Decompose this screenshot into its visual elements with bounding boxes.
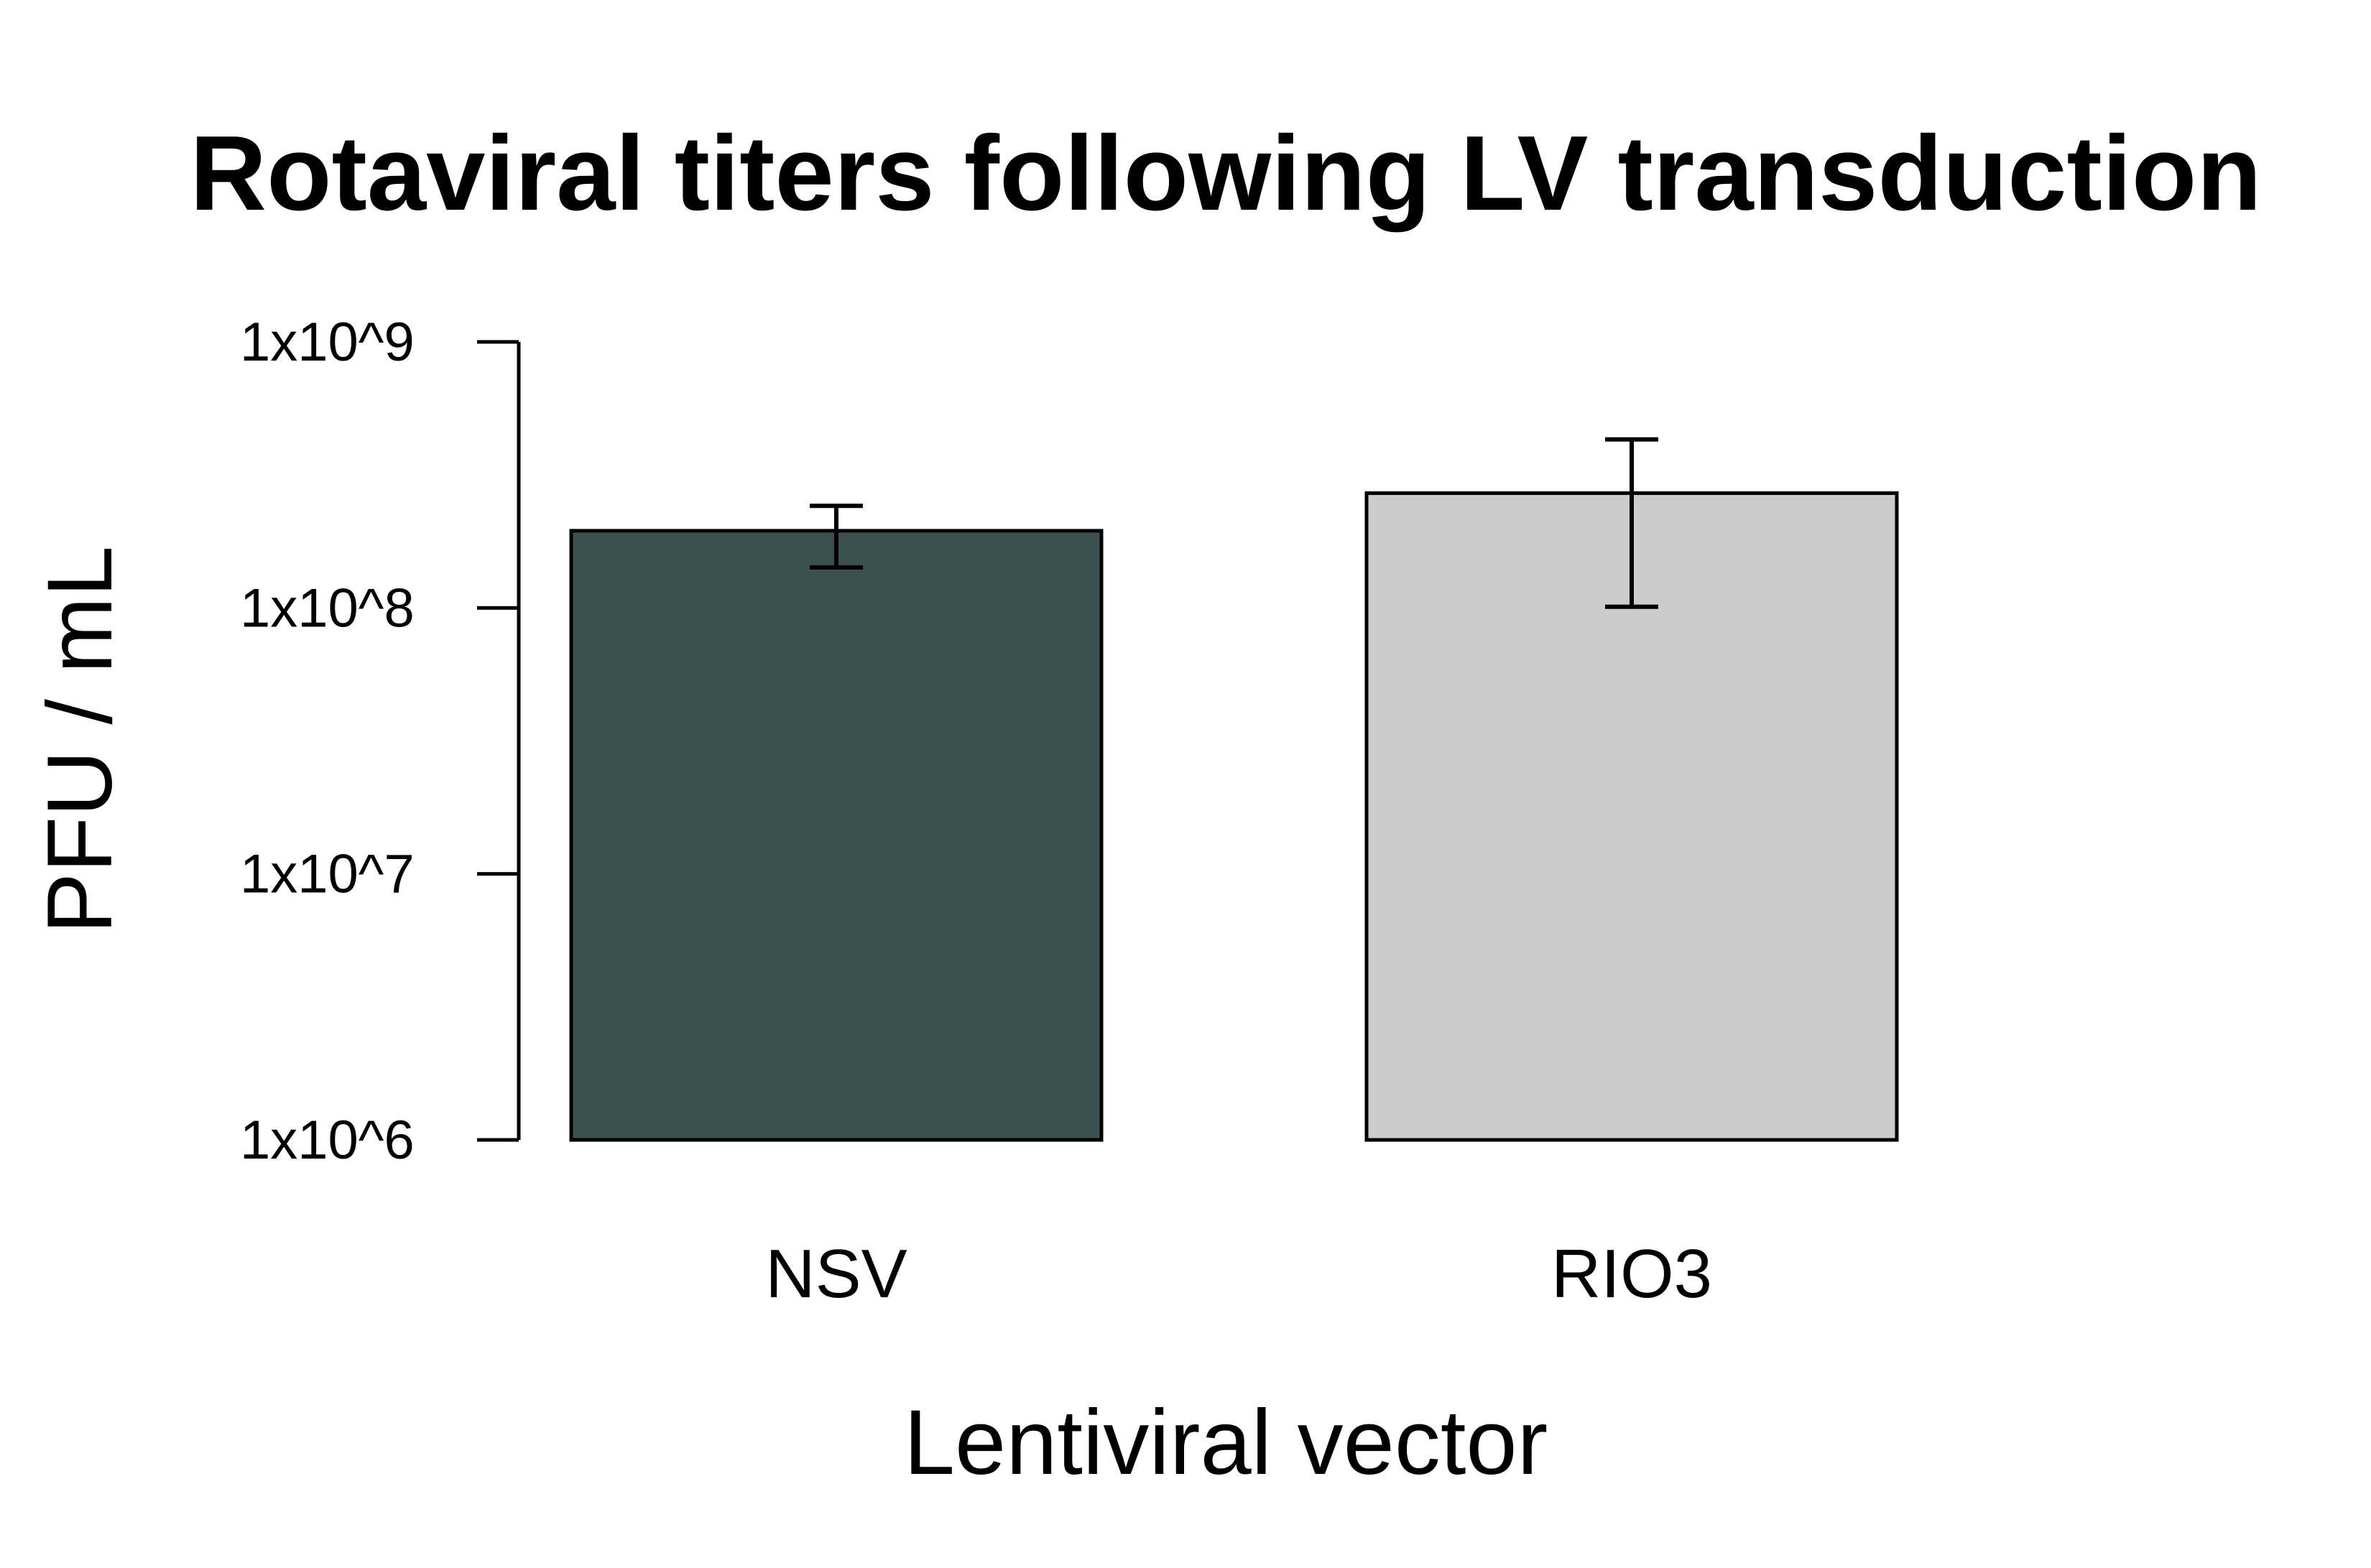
y-tick-label: 1x10^8 — [240, 577, 415, 639]
error-bar-nsv — [810, 504, 863, 570]
y-axis: 1x10^6 1x10^7 1x10^8 1x10^9 — [240, 312, 521, 1171]
error-bar-rio3 — [1605, 437, 1658, 609]
error-bars — [810, 437, 1658, 609]
bar-nsv — [569, 529, 1104, 1142]
y-axis-title: PFU / mL — [29, 546, 131, 934]
y-tick-label: 1x10^6 — [240, 1110, 415, 1171]
y-tick-label: 1x10^7 — [240, 844, 415, 905]
x-axis-title: Lentiviral vector — [904, 1391, 1548, 1494]
y-tick-label: 1x10^9 — [240, 312, 415, 373]
bars — [569, 491, 1899, 1142]
chart-title: Rotaviral titers following LV transducti… — [190, 114, 2261, 233]
x-tick-label-nsv: NSV — [765, 1235, 907, 1312]
x-tick-label-rio3: RIO3 — [1551, 1235, 1712, 1312]
x-axis-labels: NSV RIO3 — [765, 1235, 1712, 1312]
